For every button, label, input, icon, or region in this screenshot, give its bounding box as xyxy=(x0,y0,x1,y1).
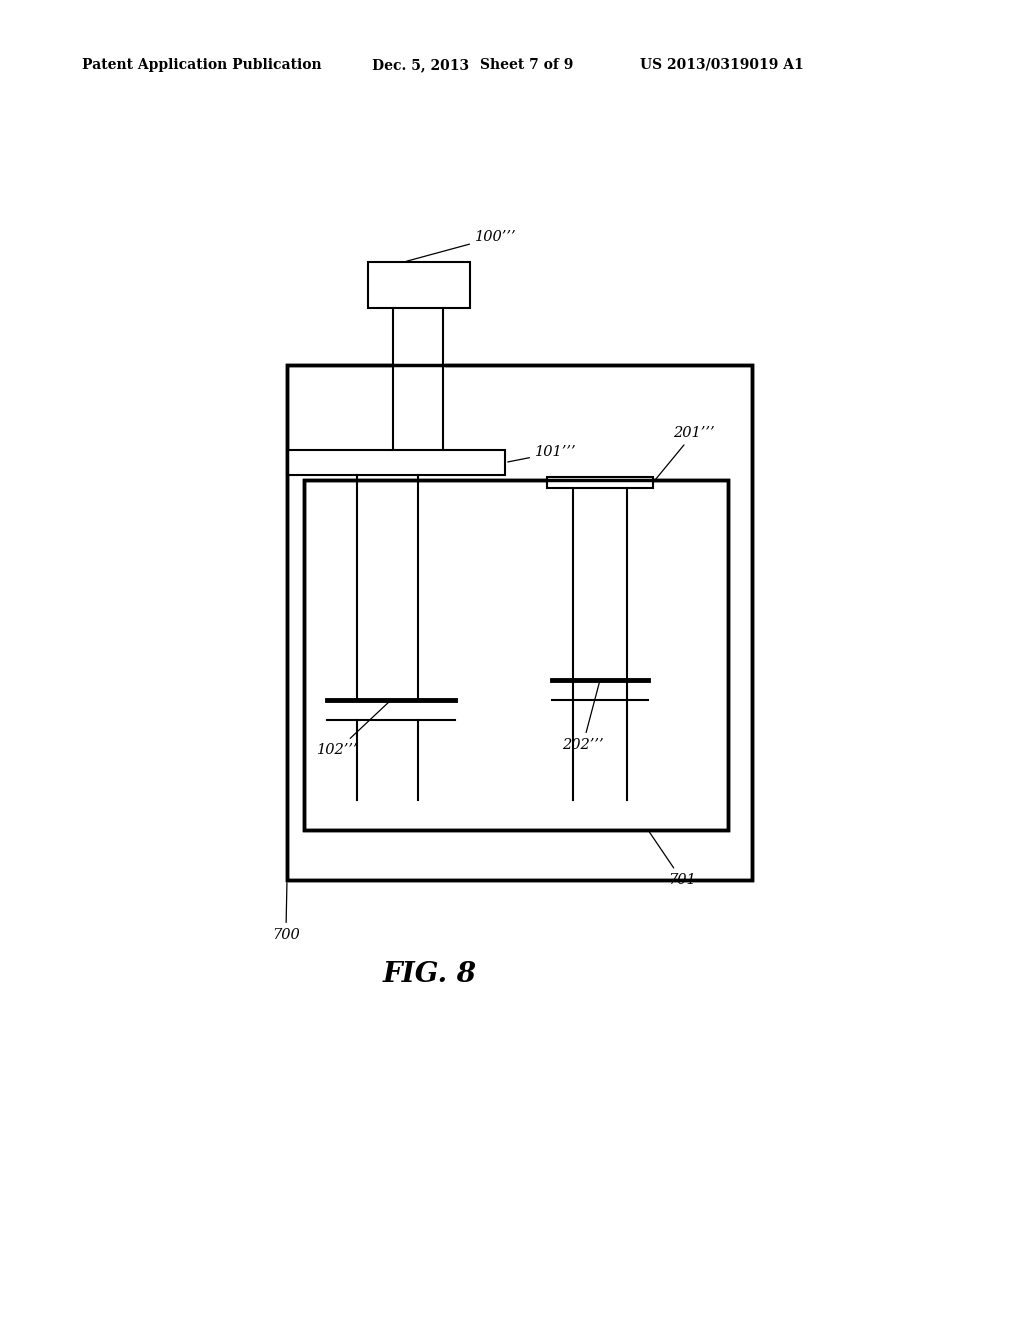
Text: 100’’’: 100’’’ xyxy=(407,230,517,261)
Text: 701: 701 xyxy=(649,833,695,887)
Text: Sheet 7 of 9: Sheet 7 of 9 xyxy=(480,58,573,73)
Bar xyxy=(287,450,505,475)
Text: FIG. 8: FIG. 8 xyxy=(383,961,477,989)
Text: US 2013/0319019 A1: US 2013/0319019 A1 xyxy=(640,58,804,73)
Text: 101’’’: 101’’’ xyxy=(508,446,577,462)
Text: Patent Application Publication: Patent Application Publication xyxy=(82,58,322,73)
Bar xyxy=(368,261,470,308)
Text: 202’’’: 202’’’ xyxy=(562,682,603,752)
Bar xyxy=(547,477,653,488)
Text: 201’’’: 201’’’ xyxy=(654,426,715,480)
Bar xyxy=(287,366,752,880)
Bar xyxy=(304,480,728,830)
Text: 700: 700 xyxy=(272,883,300,942)
Bar xyxy=(287,366,752,880)
Bar xyxy=(304,480,728,830)
Text: 102’’’: 102’’’ xyxy=(317,702,389,756)
Text: Dec. 5, 2013: Dec. 5, 2013 xyxy=(372,58,469,73)
